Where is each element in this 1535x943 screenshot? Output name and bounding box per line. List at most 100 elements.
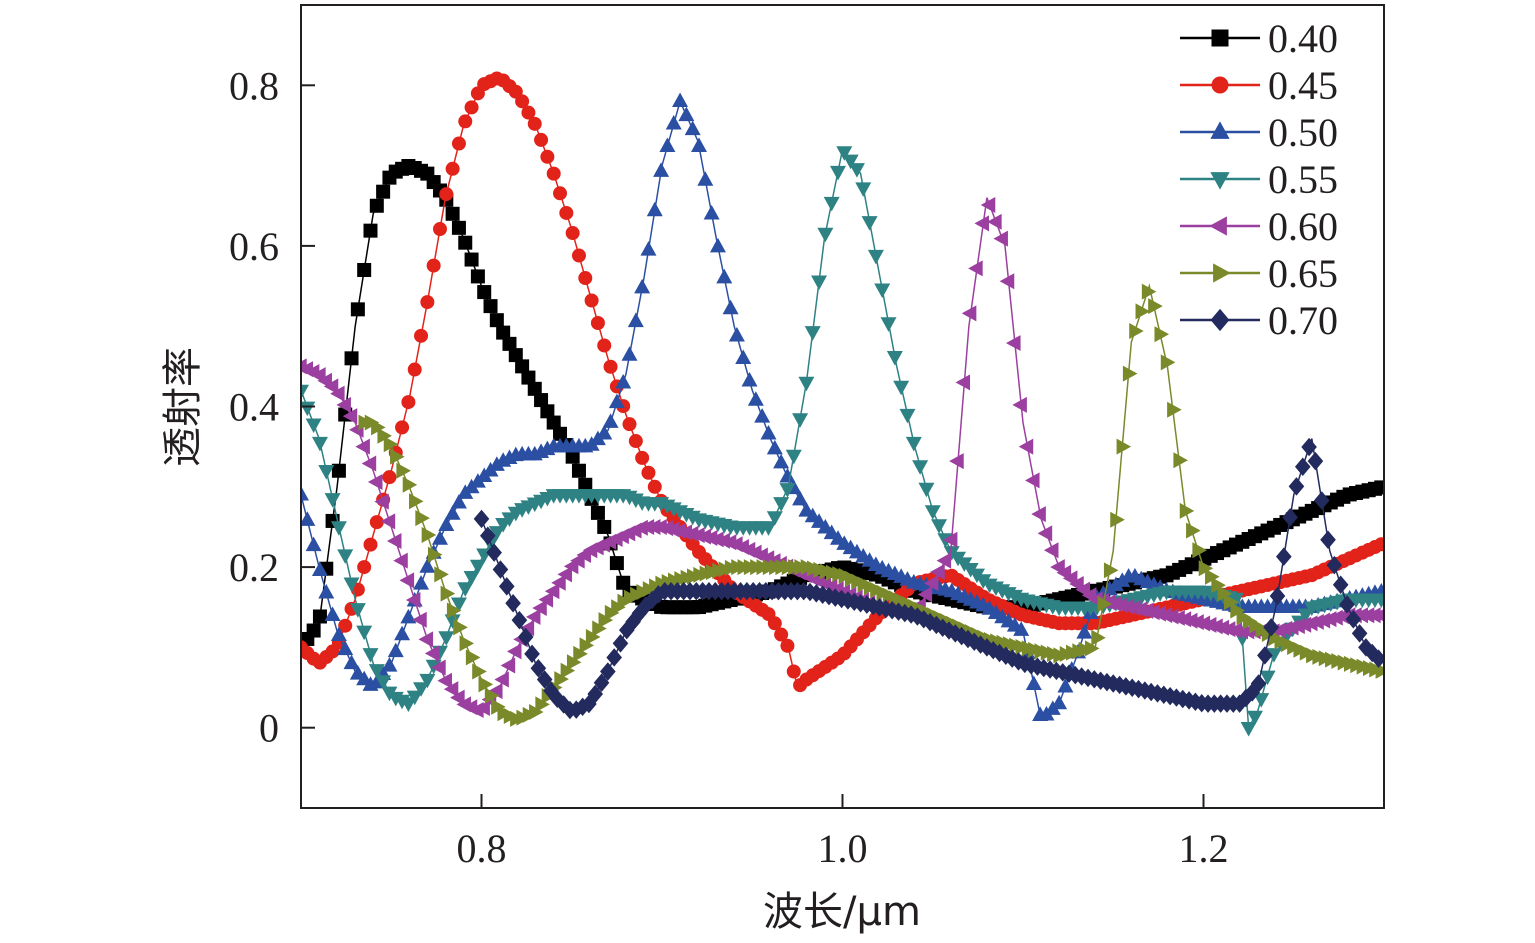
data-point — [792, 490, 809, 506]
data-point — [842, 154, 859, 170]
data-point — [483, 299, 498, 314]
data-point — [641, 465, 656, 480]
data-point — [342, 408, 358, 425]
data-point — [880, 317, 897, 332]
data-point — [362, 648, 379, 663]
data-point — [1129, 323, 1144, 340]
legend-item: 0.70 — [1180, 298, 1338, 343]
data-point — [444, 505, 461, 520]
data-point — [484, 687, 500, 704]
data-point — [735, 349, 752, 365]
data-point — [418, 631, 434, 648]
data-point — [506, 643, 522, 660]
data-point — [774, 627, 789, 642]
data-point — [450, 689, 465, 706]
data-point — [1141, 283, 1157, 300]
x-tick-label: 1.0 — [818, 826, 868, 871]
legend-label: 0.65 — [1268, 251, 1338, 296]
data-point — [438, 631, 455, 646]
legend-item: 0.45 — [1180, 63, 1338, 108]
data-point — [798, 376, 815, 392]
data-point — [924, 505, 941, 520]
data-point — [792, 413, 809, 428]
data-point — [540, 149, 555, 164]
data-point — [1051, 694, 1068, 710]
data-point — [987, 213, 1002, 230]
data-point — [1037, 525, 1053, 542]
x-tick-label: 1.2 — [1179, 826, 1229, 871]
legend-item: 0.50 — [1180, 110, 1338, 155]
data-point — [406, 690, 423, 706]
data-point — [1160, 354, 1176, 371]
data-point — [305, 536, 322, 552]
data-point — [324, 606, 341, 621]
data-point — [716, 268, 733, 284]
data-point — [596, 424, 613, 440]
data-point — [886, 351, 903, 366]
data-point — [472, 663, 487, 680]
data-point — [478, 676, 494, 693]
data-point — [305, 418, 322, 434]
data-point — [1240, 722, 1257, 737]
data-point — [811, 275, 828, 291]
data-point — [1043, 542, 1059, 559]
data-point — [590, 505, 605, 520]
data-point — [419, 558, 436, 573]
data-point — [709, 237, 726, 253]
legend-item: 0.40 — [1180, 16, 1338, 61]
legend-label: 0.50 — [1268, 110, 1338, 155]
data-point — [546, 166, 561, 181]
data-point — [635, 450, 650, 465]
data-point — [464, 252, 479, 267]
data-point — [609, 556, 624, 571]
legend-label: 0.60 — [1268, 204, 1338, 249]
data-point — [1012, 396, 1027, 413]
data-point — [754, 408, 771, 423]
data-point — [766, 511, 783, 526]
data-point — [747, 391, 764, 406]
data-point — [1253, 693, 1270, 708]
data-point — [961, 305, 977, 322]
data-point — [453, 619, 468, 636]
data-point — [380, 513, 396, 530]
data-point — [363, 537, 378, 552]
data-point — [330, 521, 347, 536]
data-point — [608, 393, 625, 409]
data-point — [912, 460, 929, 475]
y-axis-title: 透射率 — [160, 347, 206, 467]
data-point — [330, 385, 345, 402]
data-point — [646, 201, 663, 217]
data-point — [376, 184, 391, 199]
data-point — [1374, 537, 1384, 552]
data-point — [1179, 502, 1195, 519]
data-point — [1013, 621, 1030, 636]
data-point — [450, 494, 467, 509]
data-point — [571, 463, 586, 478]
data-point — [439, 187, 454, 202]
data-point — [1257, 646, 1273, 665]
data-point — [728, 326, 745, 342]
data-point — [993, 230, 1008, 247]
data-point — [1210, 121, 1230, 139]
data-point — [874, 283, 891, 299]
data-point — [848, 163, 865, 178]
series-layer — [301, 71, 1384, 737]
data-point — [494, 671, 509, 688]
data-point — [450, 597, 467, 613]
data-point — [369, 198, 384, 213]
data-point — [773, 497, 790, 512]
data-point — [1210, 172, 1230, 190]
data-point — [597, 338, 612, 353]
data-point — [923, 575, 939, 592]
data-point — [337, 549, 354, 564]
data-point — [457, 582, 474, 597]
data-point — [532, 600, 547, 617]
data-point — [500, 657, 516, 674]
data-point — [1288, 477, 1305, 496]
data-point — [1372, 608, 1384, 622]
data-point — [1345, 610, 1362, 629]
data-point — [470, 269, 485, 284]
data-point — [640, 241, 657, 256]
data-point — [477, 285, 492, 300]
